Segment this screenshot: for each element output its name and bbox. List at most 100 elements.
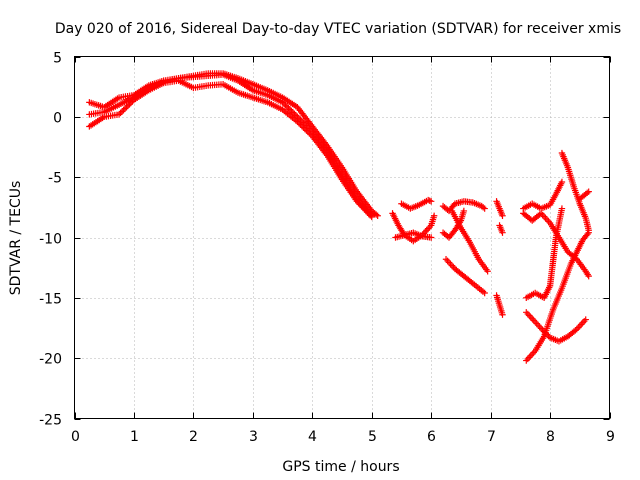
data-point (120, 106, 127, 114)
series-track-4 (389, 210, 438, 245)
x-axis-label: GPS time / hours (282, 459, 399, 475)
y-tick-label: -10 (39, 232, 62, 248)
chart-title: Day 020 of 2016, Sidereal Day-to-day VTE… (55, 21, 621, 37)
data-point (306, 130, 313, 137)
data-point (294, 118, 301, 125)
data-point (584, 189, 591, 197)
series-track-3 (86, 77, 375, 221)
data-point (582, 316, 589, 323)
series-track-13 (493, 292, 506, 318)
data-point (524, 310, 531, 318)
x-tick-label: 7 (487, 429, 496, 445)
data-point (304, 128, 312, 135)
data-point (295, 119, 303, 127)
x-tick-label: 2 (189, 429, 198, 445)
data-point (526, 354, 533, 361)
data-point (529, 350, 536, 358)
data-point (430, 212, 438, 219)
data-point (297, 121, 304, 128)
x-tick-label: 8 (546, 429, 555, 445)
data-point (303, 127, 310, 134)
data-point (479, 204, 487, 211)
data-point (579, 319, 586, 326)
data-point (530, 317, 537, 324)
data-point (282, 102, 289, 109)
data-point (484, 268, 491, 275)
data-point (523, 309, 530, 316)
data-point (448, 262, 456, 269)
data-point (427, 198, 435, 205)
data-point (127, 99, 135, 107)
data-point (121, 105, 129, 112)
data-point (279, 99, 286, 106)
series-track-5 (392, 229, 435, 241)
data-point (300, 124, 307, 131)
grid-lines (74, 56, 610, 419)
data-point (481, 289, 488, 297)
data-point (123, 103, 130, 111)
data-point (424, 225, 432, 232)
series-track-11 (493, 198, 506, 219)
data-point (499, 229, 506, 236)
series-track-1 (86, 70, 381, 219)
x-tick-label: 0 (71, 429, 80, 445)
x-tick-label: 4 (308, 429, 317, 445)
x-tick-labels: 0 1 2 3 4 5 6 7 8 9 (71, 429, 615, 445)
data-point (286, 106, 294, 113)
series-track-7 (439, 198, 488, 215)
data-point (524, 355, 531, 363)
series-track-6 (398, 196, 435, 212)
axis-ticks (74, 56, 611, 420)
data-point (374, 212, 381, 219)
data-point (368, 213, 375, 221)
data-point (558, 178, 566, 186)
x-tick-label: 3 (249, 429, 258, 445)
series-track-17 (523, 309, 589, 345)
data-point (585, 272, 592, 280)
data-point (426, 197, 433, 204)
series-track-19 (558, 149, 592, 234)
data-point (442, 256, 450, 263)
data-point (285, 104, 292, 112)
series-track-12 (496, 222, 506, 236)
data-point (572, 327, 579, 334)
data-point (283, 103, 291, 110)
data-point (118, 108, 126, 115)
data-point (280, 100, 288, 108)
data-point (534, 321, 542, 329)
data-point (301, 125, 309, 133)
data-point (444, 257, 451, 265)
series-track-10 (442, 256, 488, 297)
data-point (527, 352, 534, 359)
data-point (527, 313, 534, 321)
data-point (117, 109, 124, 117)
data-point (526, 312, 533, 319)
y-tick-label: -25 (39, 413, 62, 429)
data-markers (86, 70, 592, 364)
data-point (542, 214, 549, 222)
series-track-14 (520, 178, 566, 212)
data-point (531, 318, 539, 326)
data-point (298, 122, 306, 130)
data-point (539, 211, 546, 219)
y-tick-label: 5 (53, 51, 62, 67)
data-point (558, 205, 566, 212)
data-point (115, 111, 123, 118)
series-track-18 (523, 229, 592, 364)
x-tick-label: 1 (130, 429, 139, 445)
y-tick-label: -20 (39, 352, 62, 368)
data-point (523, 357, 530, 364)
y-tick-label: -5 (48, 171, 62, 187)
data-point (536, 323, 543, 330)
data-point (529, 315, 536, 322)
series-track-15 (520, 210, 592, 280)
data-point (288, 107, 295, 115)
y-tick-label: 0 (53, 111, 62, 127)
data-point (585, 188, 592, 195)
data-point (576, 322, 583, 330)
data-point (499, 311, 506, 318)
x-tick-label: 6 (427, 429, 436, 445)
data-point (481, 205, 488, 212)
y-tick-label: -15 (39, 292, 62, 308)
data-point (427, 234, 435, 241)
